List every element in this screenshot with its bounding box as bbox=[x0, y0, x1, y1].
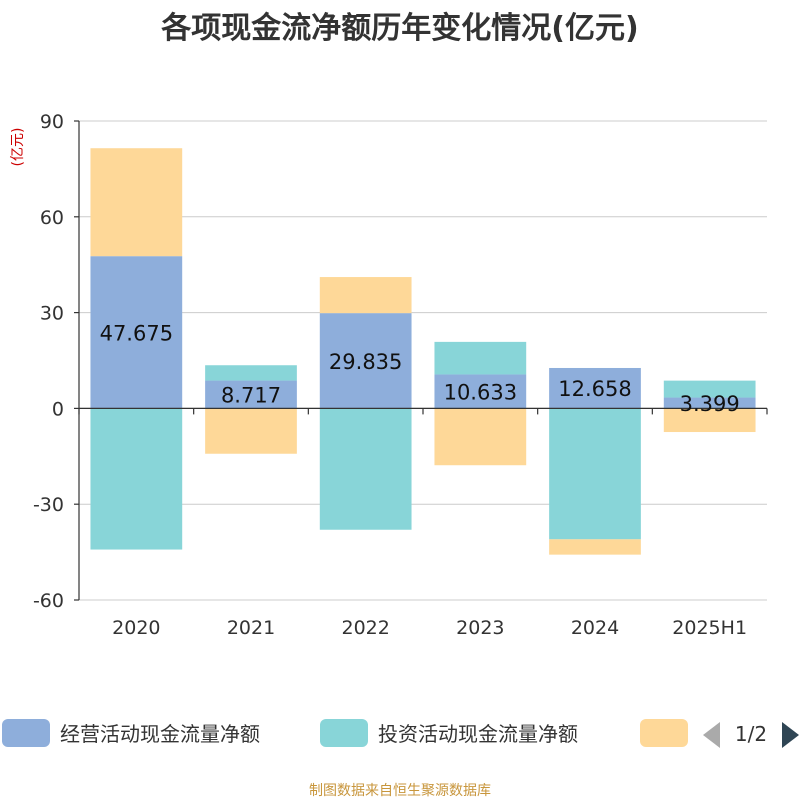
bar-segment bbox=[549, 539, 641, 555]
data-label: 47.675 bbox=[100, 321, 173, 345]
y-tick-label: 90 bbox=[40, 111, 64, 133]
bar-segment bbox=[434, 408, 527, 466]
axes bbox=[74, 120, 768, 601]
legend-swatch bbox=[640, 719, 688, 747]
bar-segment bbox=[663, 408, 756, 433]
y-tick-label: -60 bbox=[33, 590, 64, 612]
y-tick-label: 30 bbox=[40, 303, 64, 325]
bar-segment bbox=[205, 380, 297, 409]
x-tick-label: 2024 bbox=[571, 617, 619, 639]
x-tick-label: 2023 bbox=[456, 617, 504, 639]
legend-prev-icon[interactable] bbox=[703, 722, 720, 748]
legend-swatch bbox=[2, 719, 50, 747]
bar-segment bbox=[549, 367, 641, 409]
bar-segment bbox=[434, 341, 527, 375]
data-label: 29.835 bbox=[329, 350, 402, 374]
bar-segment bbox=[663, 380, 756, 398]
bar-segment bbox=[90, 256, 183, 409]
legend-label: 经营活动现金流量净额 bbox=[60, 722, 260, 746]
data-label: 12.658 bbox=[558, 377, 631, 401]
x-tick-label: 2022 bbox=[341, 617, 389, 639]
legend-swatch bbox=[320, 719, 368, 747]
bar-segment bbox=[90, 148, 183, 257]
y-tick-label: 0 bbox=[52, 398, 64, 420]
data-label: 3.399 bbox=[680, 392, 740, 416]
bar-segment bbox=[90, 408, 183, 550]
legend-item[interactable]: 投资活动现金流量净额 bbox=[320, 719, 578, 747]
bar-segment bbox=[205, 365, 297, 381]
data-label: 8.717 bbox=[221, 383, 281, 407]
data-labels: 47.675 8.717 29.835 10.633 12.658 3.399 bbox=[100, 321, 740, 416]
bar-segment bbox=[434, 374, 527, 409]
chart-title: 各项现金流净额历年变化情况(亿元) bbox=[160, 11, 638, 46]
y-tick-label: 60 bbox=[40, 207, 64, 229]
bar-segment bbox=[319, 277, 412, 314]
bars bbox=[90, 148, 756, 555]
data-label: 10.633 bbox=[444, 380, 517, 404]
legend-page-indicator: 1/2 bbox=[735, 722, 767, 746]
x-tick-label: 2021 bbox=[227, 617, 275, 639]
bar-segment bbox=[319, 408, 412, 530]
bar-segment bbox=[549, 408, 641, 540]
x-tick-label: 2025H1 bbox=[672, 617, 747, 639]
y-axis-ticks: 90 60 30 0 -30 -60 bbox=[33, 111, 64, 612]
legend-item[interactable] bbox=[640, 719, 688, 747]
source-note: 制图数据来自恒生聚源数据库 bbox=[309, 783, 491, 799]
y-axis-unit: (亿元) bbox=[10, 128, 26, 167]
bar-segment bbox=[205, 408, 297, 454]
x-axis-ticks: 2020 2021 2022 2023 2024 2025H1 bbox=[112, 617, 747, 639]
bar-segment bbox=[319, 313, 412, 409]
legend-item[interactable]: 经营活动现金流量净额 bbox=[2, 719, 260, 747]
y-tick-label: -30 bbox=[33, 494, 64, 516]
legend: 经营活动现金流量净额 投资活动现金流量净额 1/2 bbox=[2, 719, 799, 748]
legend-label: 投资活动现金流量净额 bbox=[378, 722, 578, 746]
bar-segment bbox=[663, 397, 756, 409]
x-tick-label: 2020 bbox=[112, 617, 160, 639]
legend-next-icon[interactable] bbox=[782, 722, 799, 748]
